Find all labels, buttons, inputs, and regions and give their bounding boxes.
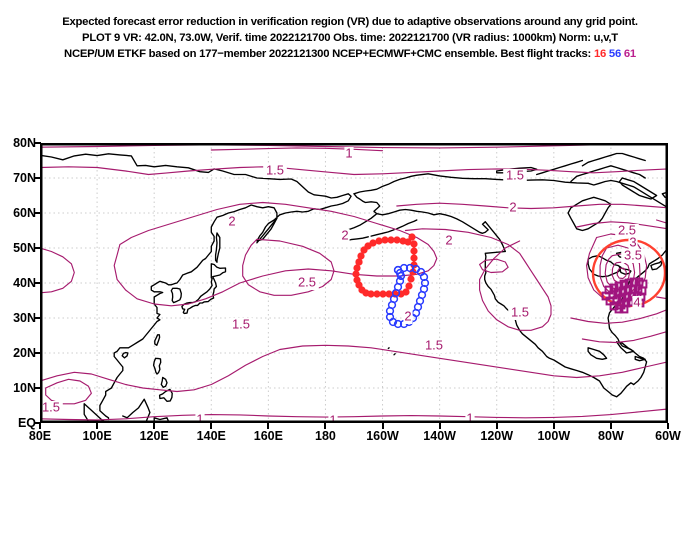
contour-label: 2.5: [618, 222, 636, 237]
y-axis-tick-label: 10N: [13, 381, 36, 395]
flight-track-id-16: 16: [593, 48, 607, 60]
plot-frame-border: [40, 143, 668, 423]
x-axis-tick: [381, 423, 384, 429]
contour-label: 1.5: [232, 316, 250, 331]
y-axis-tick: [35, 212, 41, 214]
x-axis-tick: [438, 423, 441, 429]
x-axis-tick: [210, 423, 213, 429]
title-line-3-text: NCEP/UM ETKF based on 177−member 2022121…: [64, 48, 592, 60]
y-axis-tick-label: 20N: [13, 346, 36, 360]
contour-label: 3.5: [624, 247, 642, 262]
x-axis-tick: [39, 423, 41, 429]
flight-track-id-61: 61: [623, 48, 636, 60]
x-axis-tick-label: 120W: [480, 429, 514, 443]
x-axis-tick: [609, 423, 612, 429]
x-axis-tick: [667, 423, 669, 429]
x-axis-tick-label: 160W: [366, 429, 399, 443]
map-plot-area: 1 1.5 1.5 2 2 2 2 2.5 2 1.5 1.5 1.5 1.5 1 1 1 2.5 3 3.5 4: [40, 143, 668, 423]
contour-label: 1: [196, 411, 203, 423]
y-axis-tick-label: EQ: [17, 416, 36, 430]
contour-label: 3: [629, 234, 636, 249]
y-axis-tick: [35, 247, 41, 249]
flight-tracks: [352, 233, 648, 329]
x-axis-tick: [96, 423, 99, 429]
contour-label: 1: [466, 410, 473, 423]
contour-lines: [40, 143, 668, 421]
x-axis-tick-label: 60W: [655, 429, 681, 443]
x-axis-tick-label: 100E: [82, 429, 112, 443]
contour-label: 1.5: [266, 162, 284, 177]
y-axis-tick-label: 80N: [13, 136, 36, 150]
map-background: [40, 143, 668, 423]
x-axis-tick-label: 80E: [28, 429, 52, 443]
x-axis-tick-label: 160E: [253, 429, 283, 443]
contour-label: 2: [228, 213, 235, 228]
contour-label: 1.5: [511, 304, 529, 319]
contour-label: 1: [345, 145, 352, 160]
contour-label: 2: [404, 308, 411, 323]
x-axis-tick-label: 140W: [423, 429, 456, 443]
gridlines: [40, 143, 668, 423]
x-axis-tick: [153, 423, 156, 429]
flight-track-id-56: 56: [608, 48, 621, 60]
y-axis-tick: [35, 352, 41, 354]
x-axis-tick-label: 100W: [537, 429, 571, 443]
y-axis-tick: [35, 142, 41, 144]
y-axis-tick-label: 60N: [13, 206, 36, 220]
x-axis-tick-label: 140E: [196, 429, 226, 443]
contour-label: 4: [633, 294, 640, 309]
contour-label: 2: [341, 227, 348, 242]
x-axis-tick-label: 180: [315, 429, 336, 443]
title-line-2: PLOT 9 VR: 42.0N, 73.0W, Verif. time 202…: [82, 32, 618, 44]
contour-label: 1.5: [425, 337, 443, 352]
y-axis-tick: [35, 177, 41, 179]
y-axis-tick: [35, 317, 41, 319]
contour-label: 2: [509, 199, 516, 214]
y-axis-tick-label: 50N: [13, 241, 36, 255]
contour-label: 1.5: [42, 399, 60, 414]
x-axis-tick: [495, 423, 498, 429]
x-axis-tick: [267, 423, 270, 429]
y-axis-tick-label: 70N: [13, 171, 36, 185]
y-axis-tick: [35, 387, 41, 389]
contour-label: 2.5: [298, 274, 316, 289]
x-axis-tick: [324, 423, 327, 429]
title-line-1: Expected forecast error reduction in ver…: [62, 16, 638, 28]
y-axis-tick: [35, 422, 41, 424]
x-axis-tick-label: 120E: [139, 429, 169, 443]
y-axis-tick-label: 30N: [13, 311, 36, 325]
contour-label: 2: [445, 232, 452, 247]
y-axis-tick: [35, 282, 41, 284]
contour-label: 1.5: [506, 167, 524, 182]
chart-title-block: Expected forecast error reduction in ver…: [0, 14, 700, 62]
x-axis-tick-label: 80W: [598, 429, 624, 443]
title-line-3: NCEP/UM ETKF based on 177−member 2022121…: [0, 46, 700, 62]
y-axis-tick-label: 40N: [13, 276, 36, 290]
x-axis-tick: [552, 423, 555, 429]
contour-label: 1: [329, 412, 336, 423]
